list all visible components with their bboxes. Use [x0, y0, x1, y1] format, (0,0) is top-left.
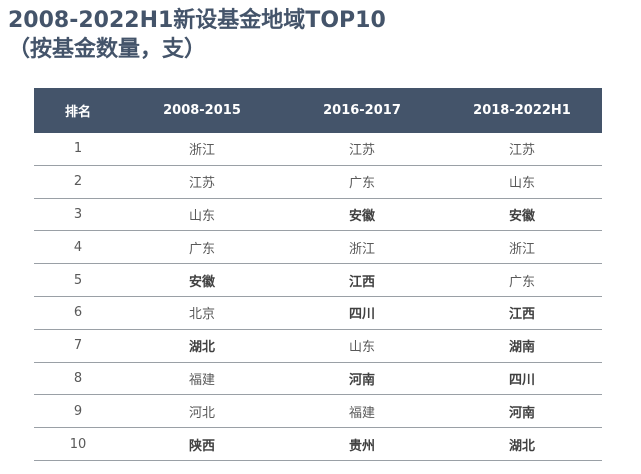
- region-cell: 山东: [122, 198, 282, 232]
- rank-cell: 3: [34, 198, 122, 232]
- region-cell: 河北: [122, 394, 282, 429]
- table-body: 1 浙江 江苏 江苏 2 江苏 广东 山东 3 山东 安徽 安徽 4 广东 浙江 浙江 5 安徽 江西 广东 6 北京 四川…: [34, 133, 602, 461]
- region-cell: 浙江: [122, 133, 282, 166]
- region-cell: 安徽: [442, 198, 602, 232]
- region-cell: 贵州: [282, 427, 442, 461]
- table-row: 6 北京 四川 江西: [34, 296, 602, 330]
- region-cell: 四川: [282, 296, 442, 330]
- ranking-table: 排名 2008-2015 2016-2017 2018-2022H1 1 浙江 江苏…: [34, 88, 602, 461]
- region-cell: 福建: [282, 394, 442, 429]
- region-cell: 福建: [122, 362, 282, 396]
- table-row: 10 陕西 贵州 湖北: [34, 427, 602, 461]
- rank-cell: 2: [34, 165, 122, 199]
- header-2016-2017: 2016-2017: [282, 88, 442, 133]
- title-line-2: （按基金数量，支）: [8, 37, 207, 62]
- header-2008-2015: 2008-2015: [122, 88, 282, 133]
- region-cell: 山东: [282, 329, 442, 363]
- region-cell: 河南: [282, 362, 442, 396]
- rank-cell: 6: [34, 296, 122, 330]
- region-cell: 江西: [442, 296, 602, 330]
- rank-cell: 5: [34, 263, 122, 297]
- table-header-row: 排名 2008-2015 2016-2017 2018-2022H1: [34, 88, 602, 133]
- rank-cell: 4: [34, 230, 122, 265]
- table-row: 2 江苏 广东 山东: [34, 165, 602, 199]
- table-row: 3 山东 安徽 安徽: [34, 198, 602, 232]
- region-cell: 安徽: [122, 263, 282, 297]
- region-cell: 浙江: [282, 230, 442, 265]
- table-row: 4 广东 浙江 浙江: [34, 230, 602, 265]
- header-2018-2022h1: 2018-2022H1: [442, 88, 602, 133]
- rank-cell: 7: [34, 329, 122, 363]
- region-cell: 湖北: [122, 329, 282, 363]
- header-rank: 排名: [34, 88, 122, 133]
- region-cell: 湖北: [442, 427, 602, 461]
- region-cell: 浙江: [442, 230, 602, 265]
- region-cell: 河南: [442, 394, 602, 429]
- rank-cell: 1: [34, 133, 122, 166]
- region-cell: 江西: [282, 263, 442, 297]
- region-cell: 广东: [122, 230, 282, 265]
- title-line-1: 2008-2022H1新设基金地域TOP10: [8, 8, 386, 33]
- region-cell: 陕西: [122, 427, 282, 461]
- region-cell: 山东: [442, 165, 602, 199]
- region-cell: 安徽: [282, 198, 442, 232]
- table-row: 8 福建 河南 四川: [34, 362, 602, 396]
- region-cell: 北京: [122, 296, 282, 330]
- table-row: 1 浙江 江苏 江苏: [34, 133, 602, 166]
- rank-cell: 9: [34, 394, 122, 429]
- region-cell: 江苏: [122, 165, 282, 199]
- region-cell: 江苏: [442, 133, 602, 166]
- table-row: 9 河北 福建 河南: [34, 394, 602, 429]
- table-row: 5 安徽 江西 广东: [34, 263, 602, 297]
- table-row: 7 湖北 山东 湖南: [34, 329, 602, 363]
- region-cell: 广东: [442, 263, 602, 297]
- region-cell: 湖南: [442, 329, 602, 363]
- rank-cell: 8: [34, 362, 122, 396]
- region-cell: 江苏: [282, 133, 442, 166]
- page-title: 2008-2022H1新设基金地域TOP10 （按基金数量，支）: [8, 6, 638, 64]
- region-cell: 四川: [442, 362, 602, 396]
- rank-cell: 10: [34, 427, 122, 461]
- region-cell: 广东: [282, 165, 442, 199]
